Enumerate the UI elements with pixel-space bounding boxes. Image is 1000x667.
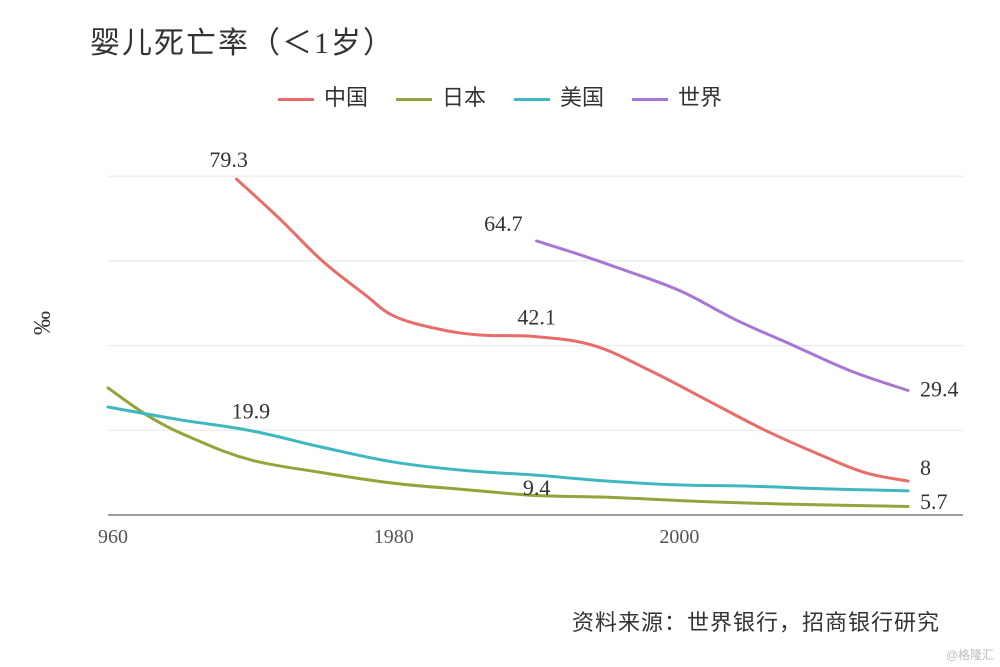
legend: 中国 日本 美国 世界 xyxy=(0,80,1000,112)
legend-swatch xyxy=(396,98,432,101)
series-line xyxy=(237,179,908,481)
data-label: 5.7 xyxy=(920,489,948,514)
data-label: 79.3 xyxy=(209,147,248,172)
data-label: 64.7 xyxy=(484,211,522,236)
legend-item: 世界 xyxy=(632,80,722,112)
legend-label: 中国 xyxy=(324,85,368,110)
chart-title: 婴儿死亡率（＜1岁） xyxy=(90,18,395,62)
data-label: 8 xyxy=(920,455,931,480)
series-line xyxy=(537,241,908,391)
x-tick-label: 1980 xyxy=(374,526,414,548)
watermark: @格隆汇 xyxy=(946,646,994,663)
legend-item: 美国 xyxy=(514,80,604,112)
legend-item: 日本 xyxy=(396,80,486,112)
series-line xyxy=(108,407,908,491)
legend-label: 美国 xyxy=(560,85,604,110)
legend-swatch xyxy=(632,98,668,101)
data-label: 29.4 xyxy=(920,376,959,401)
source-text: 资料来源：世界银行，招商银行研究 xyxy=(572,605,940,637)
x-tick-label: 1960 xyxy=(98,526,128,548)
legend-swatch xyxy=(278,98,314,101)
data-label: 19.9 xyxy=(232,399,271,424)
chart-plot-area: 02040608019601980200079.342.1819.99.45.7… xyxy=(98,145,968,555)
data-label: 9.4 xyxy=(523,475,551,500)
legend-item: 中国 xyxy=(278,80,368,112)
legend-label: 世界 xyxy=(678,85,722,110)
legend-label: 日本 xyxy=(442,85,486,110)
y-axis-label: ‰ xyxy=(30,311,57,335)
legend-swatch xyxy=(514,98,550,101)
data-label: 42.1 xyxy=(517,305,556,330)
x-tick-label: 2000 xyxy=(659,526,699,548)
